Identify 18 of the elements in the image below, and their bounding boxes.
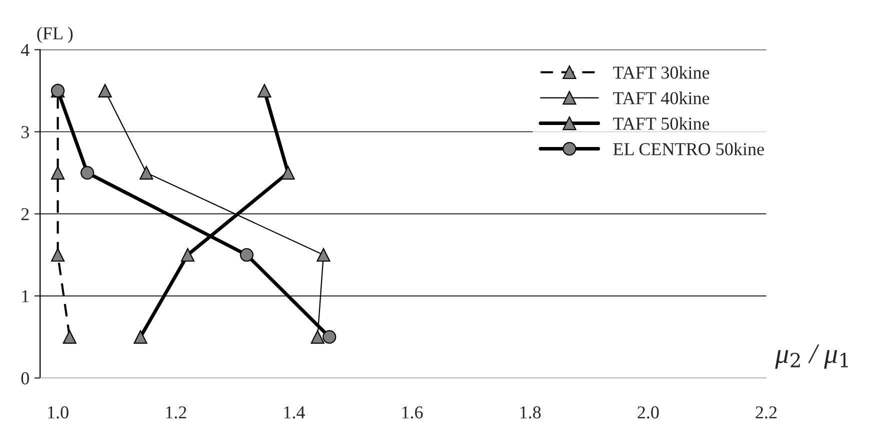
legend-label: TAFT 50kine: [613, 117, 710, 130]
x-tick-label: 1.4: [284, 406, 305, 419]
legend-label: TAFT 40kine: [613, 92, 710, 104]
y-axis-title: (FL ): [37, 26, 73, 44]
x-tick-label: 2.2: [756, 406, 777, 419]
y-tick-label: 3: [22, 126, 29, 138]
legend-label: EL CENTRO 50kine: [613, 142, 764, 156]
x-tick-label: 1.2: [166, 406, 186, 419]
x-tick-label: 2.0: [638, 406, 659, 419]
x-tick-label: 1.0: [48, 406, 68, 419]
x-axis-title: μ$_{2}$ / μ$_{1}$: [775, 344, 848, 369]
x-tick-label: 1.8: [520, 406, 541, 419]
y-tick-label: 4: [21, 44, 30, 56]
y-tick-label: 2: [21, 208, 29, 220]
x-tick-label: 1.6: [402, 406, 423, 419]
y-tick-label: 1: [22, 290, 29, 302]
y-tick-label: 0: [21, 372, 29, 384]
legend-label: TAFT 30kine: [613, 66, 710, 79]
